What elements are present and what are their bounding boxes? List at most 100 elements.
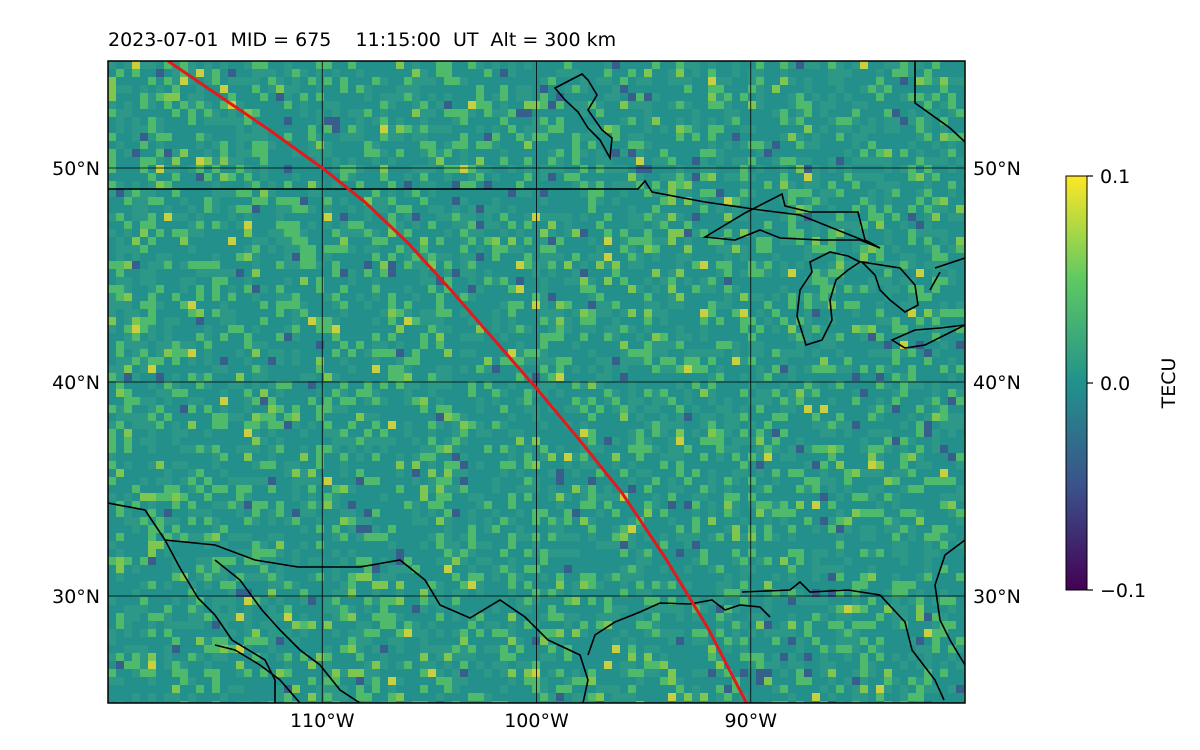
tec-cell [292, 189, 300, 197]
tec-cell [668, 229, 676, 237]
tec-cell [940, 373, 948, 381]
tec-cell [228, 125, 236, 133]
tec-cell [812, 69, 820, 77]
tec-cell [244, 93, 252, 101]
tec-cell [444, 365, 452, 373]
tec-cell [780, 117, 788, 125]
tec-cell [332, 77, 340, 85]
tec-cell [108, 61, 116, 69]
tec-cell [564, 85, 572, 93]
tec-cell [164, 229, 172, 237]
tec-cell [148, 157, 156, 165]
tec-cell [484, 205, 492, 213]
tec-cell [468, 221, 476, 229]
tec-cell [500, 317, 508, 325]
tec-cell [164, 373, 172, 381]
tec-cell [828, 141, 836, 149]
tec-cell [676, 197, 684, 205]
tec-cell [828, 293, 836, 301]
tec-cell [596, 229, 604, 237]
tec-cell [660, 221, 668, 229]
tec-cell [884, 253, 892, 261]
tec-cell [492, 245, 500, 253]
tec-cell [180, 301, 188, 309]
tec-cell [308, 397, 316, 405]
tec-cell [180, 405, 188, 413]
tec-cell [708, 237, 716, 245]
tec-cell [924, 301, 932, 309]
tec-cell [468, 69, 476, 77]
tec-cell [644, 93, 652, 101]
tec-cell [444, 157, 452, 165]
tec-cell [188, 389, 196, 397]
tec-cell [564, 165, 572, 173]
tec-cell [612, 301, 620, 309]
tec-cell [164, 77, 172, 85]
tec-cell [188, 173, 196, 181]
tec-cell [844, 229, 852, 237]
tec-cell [780, 69, 788, 77]
tec-cell [364, 85, 372, 93]
tec-cell [268, 341, 276, 349]
tec-cell [884, 189, 892, 197]
tec-cell [356, 189, 364, 197]
tec-cell [668, 125, 676, 133]
tec-cell [132, 69, 140, 77]
tec-cell [900, 205, 908, 213]
tec-cell [420, 93, 428, 101]
tec-cell [740, 229, 748, 237]
tec-cell [900, 325, 908, 333]
tec-cell [404, 133, 412, 141]
tec-cell [316, 69, 324, 77]
tec-cell [188, 397, 196, 405]
tec-cell [420, 365, 428, 373]
tec-cell [764, 85, 772, 93]
tec-cell [524, 197, 532, 205]
tec-cell [468, 381, 476, 389]
tec-cell [164, 221, 172, 229]
tec-cell [396, 261, 404, 269]
tec-cell [588, 141, 596, 149]
tec-cell [196, 357, 204, 365]
tec-cell [612, 141, 620, 149]
tec-cell [460, 141, 468, 149]
tec-cell [836, 293, 844, 301]
tec-cell [948, 365, 956, 373]
tec-cell [324, 69, 332, 77]
tec-cell [516, 197, 524, 205]
tec-cell [172, 237, 180, 245]
tec-cell [668, 397, 676, 405]
tec-cell [260, 381, 268, 389]
tec-cell [892, 61, 900, 69]
tec-cell [252, 213, 260, 221]
tec-cell [332, 373, 340, 381]
tec-cell [380, 93, 388, 101]
tec-cell [716, 381, 724, 389]
tec-cell [316, 269, 324, 277]
tec-cell [932, 189, 940, 197]
tec-cell [748, 349, 756, 357]
tec-cell [156, 245, 164, 253]
tec-cell [420, 149, 428, 157]
tec-cell [724, 253, 732, 261]
tec-cell [740, 421, 748, 429]
tec-cell [916, 285, 924, 293]
tec-cell [860, 397, 868, 405]
tec-cell [300, 389, 308, 397]
tec-cell [372, 285, 380, 293]
tec-cell [708, 405, 716, 413]
tec-cell [356, 69, 364, 77]
tec-cell [244, 421, 252, 429]
tec-cell [844, 293, 852, 301]
tec-cell [260, 69, 268, 77]
tec-cell [636, 373, 644, 381]
tec-cell [580, 285, 588, 293]
tec-cell [332, 61, 340, 69]
tec-cell [596, 189, 604, 197]
tec-cell [332, 245, 340, 253]
tec-cell [812, 285, 820, 293]
tec-cell [428, 317, 436, 325]
tec-cell [628, 205, 636, 213]
tec-cell [300, 301, 308, 309]
tec-cell [892, 277, 900, 285]
